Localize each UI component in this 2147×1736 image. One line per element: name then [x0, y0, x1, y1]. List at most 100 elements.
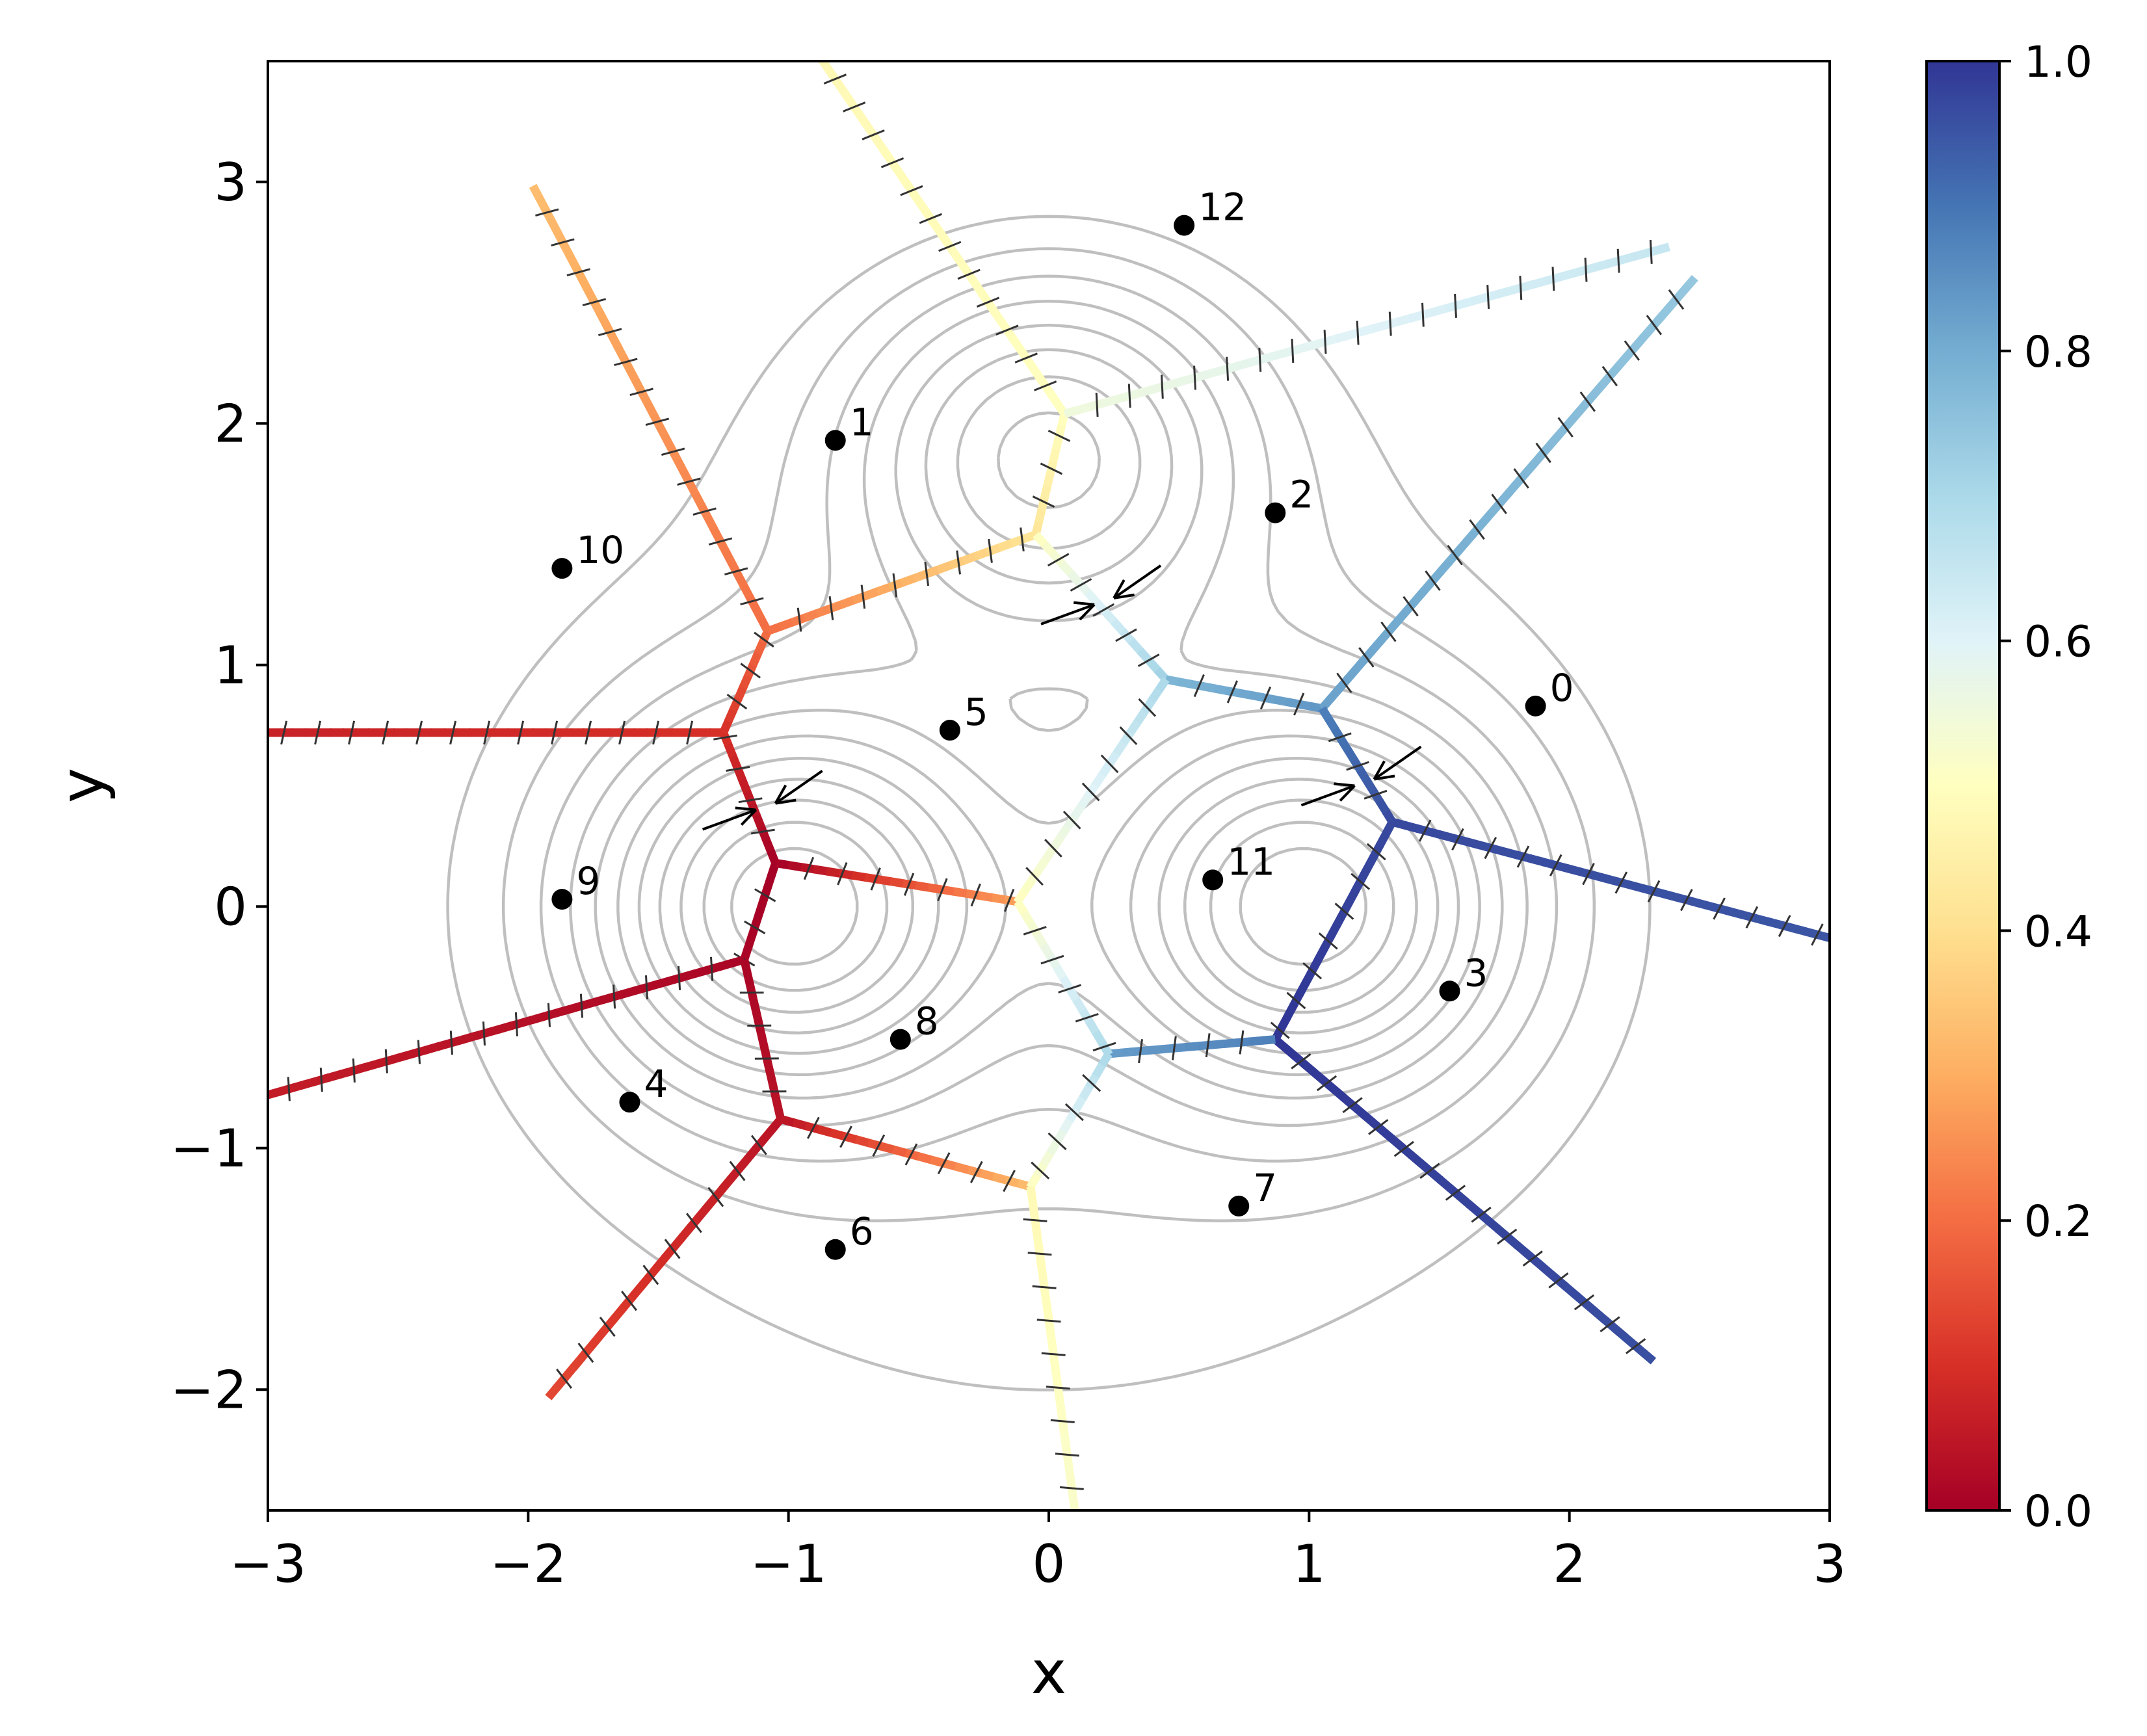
colorbar-tick-label: 0.2 — [2024, 1196, 2092, 1246]
contour-level-2 — [679, 798, 1418, 1014]
edge-tick — [1484, 837, 1497, 860]
contour-level-4 — [637, 375, 1460, 1055]
edge-tick — [938, 241, 962, 252]
arrow-pair-1 — [1040, 564, 1162, 625]
edge-tick — [1138, 698, 1157, 717]
edge-tick — [1491, 493, 1507, 514]
path-edge-22 — [1013, 677, 1170, 905]
edge-tick — [1649, 239, 1653, 264]
edge-tick — [1584, 257, 1588, 282]
edge-tick — [750, 1135, 767, 1155]
edge-tick — [713, 734, 737, 741]
path-edge-4 — [739, 958, 787, 1122]
x-axis-label: x — [1031, 1638, 1066, 1707]
edge-tick — [1032, 1285, 1057, 1289]
data-point-3 — [1439, 980, 1460, 1002]
point-label-11: 11 — [1227, 839, 1275, 884]
edge-tick — [692, 507, 717, 516]
edge-tick — [1454, 293, 1457, 318]
edge-tick — [1161, 375, 1164, 399]
path-edge-17 — [1318, 706, 1397, 825]
edge-tick — [1356, 321, 1360, 345]
edge-tick — [1497, 1228, 1518, 1245]
edge-tick — [1328, 732, 1352, 743]
y-tick-label: −2 — [170, 1360, 247, 1420]
edge-tick — [1027, 1252, 1052, 1256]
x-tick-label: −2 — [490, 1534, 566, 1594]
edge-tick — [556, 1368, 573, 1389]
edge-tick — [919, 213, 942, 224]
edge-tick — [1023, 1218, 1047, 1222]
edge-tick — [582, 298, 607, 307]
edge-tick — [1003, 889, 1015, 912]
path-edge-3 — [268, 955, 746, 1101]
edge-tick — [976, 296, 1000, 308]
edge-tick — [1368, 1119, 1389, 1135]
edge-tick — [892, 573, 898, 598]
edge-tick — [837, 862, 848, 886]
path-edge-10 — [766, 527, 1038, 635]
edge-tick — [1679, 889, 1693, 912]
edge-tick — [678, 966, 681, 990]
edge-tick — [1393, 1140, 1414, 1157]
edge-tick — [1095, 393, 1099, 417]
edge-tick — [710, 956, 714, 981]
edge-tick — [904, 1143, 918, 1166]
point-label-12: 12 — [1198, 185, 1246, 230]
data-point-11 — [1202, 869, 1224, 891]
edge-tick — [1286, 992, 1306, 1010]
edge-tick — [1342, 1097, 1363, 1113]
edge-tick — [750, 828, 775, 835]
edge-tick — [797, 607, 802, 632]
path-edge-16 — [1319, 274, 1698, 711]
edge-tick — [1081, 782, 1100, 802]
edge-tick — [1291, 1053, 1311, 1070]
point-label-7: 7 — [1253, 1166, 1277, 1210]
edge-tick — [707, 1187, 724, 1207]
edge-tick — [1471, 1206, 1492, 1223]
edge-tick — [551, 238, 575, 247]
edge-tick — [1092, 1042, 1116, 1052]
edge-tick — [724, 567, 748, 576]
data-point-8 — [889, 1029, 911, 1050]
edge-tick — [1020, 527, 1025, 552]
arrow-pair-2 — [1300, 745, 1422, 807]
edge-tick — [1259, 686, 1272, 710]
edge-tick — [1226, 356, 1230, 381]
x-tick-label: 3 — [1813, 1534, 1847, 1594]
edge-tick — [1745, 906, 1759, 928]
path-edge-19 — [1270, 820, 1397, 1042]
edge-tick — [652, 720, 660, 745]
edge-tick — [860, 585, 866, 609]
x-axis-ticks: −3 −2 −1 0 1 2 3 — [230, 1510, 1846, 1594]
colorbar-tick-label: 0.8 — [2024, 327, 2092, 377]
edge-tick — [614, 358, 638, 367]
edge-tick — [577, 1343, 594, 1363]
edge-tick — [1600, 1316, 1620, 1333]
y-tick-label: 2 — [214, 393, 247, 454]
edge-tick — [551, 720, 559, 745]
edge-tick — [517, 720, 525, 745]
edge-tick — [1031, 1161, 1050, 1179]
edge-tick — [1418, 819, 1432, 842]
edge-tick — [579, 993, 584, 1018]
arrow-pair-0 — [702, 770, 823, 831]
edge-tick — [629, 388, 653, 397]
edge-tick — [1346, 761, 1369, 771]
point-label-8: 8 — [915, 999, 939, 1044]
edge-tick — [1258, 347, 1262, 372]
edge-tick — [664, 1239, 681, 1259]
data-point-2 — [1265, 502, 1286, 523]
edge-tick — [287, 1077, 291, 1101]
edge-tick — [382, 720, 389, 745]
edge-tick — [1318, 932, 1338, 950]
edge-tick — [726, 766, 750, 772]
edge-tick — [1419, 1163, 1440, 1179]
edge-tick — [738, 797, 763, 804]
edge-tick — [956, 550, 961, 575]
path-edge-12 — [817, 61, 1068, 417]
edge-tick — [924, 562, 930, 586]
edge-tick — [1047, 429, 1071, 442]
edge-tick — [1647, 880, 1661, 902]
edge-tick — [1388, 311, 1392, 336]
